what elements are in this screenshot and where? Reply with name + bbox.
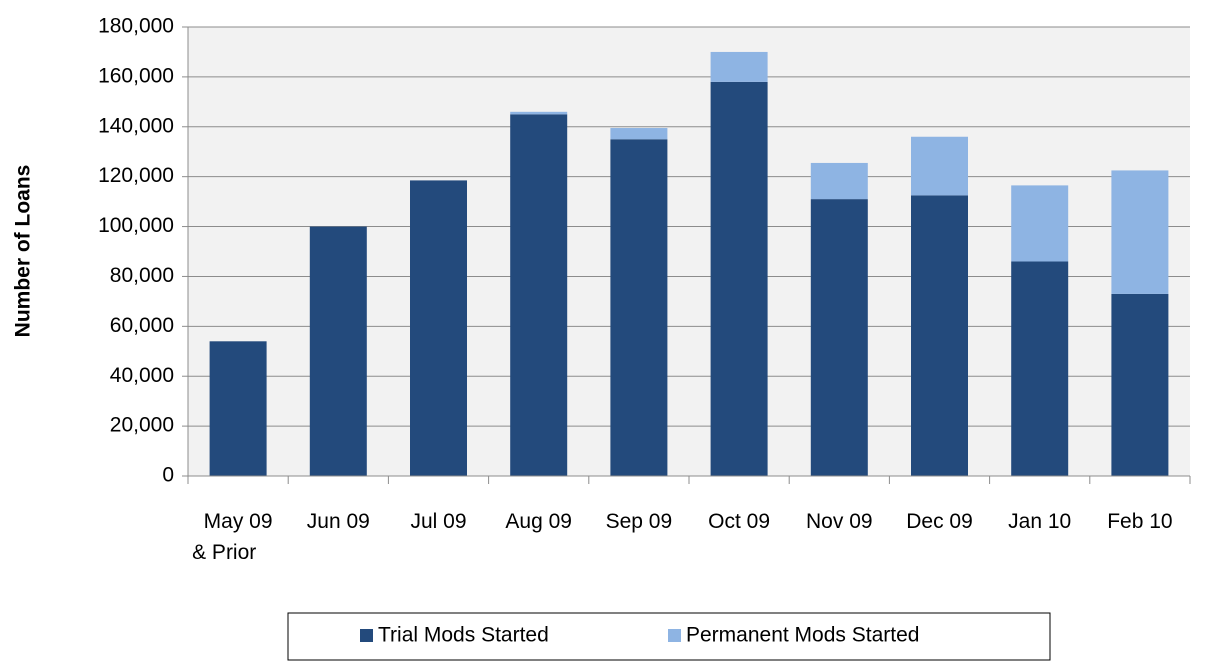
y-tick-label: 20,000 bbox=[110, 414, 174, 437]
y-tick-label: 100,000 bbox=[98, 214, 174, 237]
bar-segment bbox=[209, 341, 267, 476]
x-tick-label: Jul 09 bbox=[410, 510, 466, 533]
bar-segment bbox=[911, 136, 968, 196]
y-tick-label: 120,000 bbox=[98, 164, 174, 187]
x-tick-label: Jan 10 bbox=[1008, 510, 1071, 533]
bar-segment bbox=[1011, 185, 1069, 262]
legend-label: Trial Mods Started bbox=[378, 624, 549, 647]
bar-segment bbox=[710, 81, 768, 476]
bar-segment bbox=[911, 195, 968, 476]
x-tick-label: Feb 10 bbox=[1107, 510, 1172, 533]
bar-segment bbox=[510, 114, 568, 477]
bar-segment bbox=[710, 51, 768, 82]
y-tick-label: 40,000 bbox=[110, 364, 174, 387]
x-tick-label: Nov 09 bbox=[806, 510, 873, 533]
bar-segment bbox=[510, 111, 568, 115]
legend-label: Permanent Mods Started bbox=[686, 624, 919, 647]
bar-segment bbox=[410, 180, 467, 477]
x-tick-label: Jun 09 bbox=[307, 510, 370, 533]
y-tick-label: 0 bbox=[162, 464, 174, 487]
x-tick-label: Sep 09 bbox=[606, 510, 673, 533]
y-tick-label: 160,000 bbox=[98, 64, 174, 87]
x-tick-label: Aug 09 bbox=[505, 510, 572, 533]
y-axis-label: Number of Loans bbox=[12, 165, 35, 338]
bar-segment bbox=[1111, 170, 1169, 294]
bar-segment bbox=[610, 128, 668, 140]
legend-swatch bbox=[360, 629, 373, 642]
legend-swatch bbox=[668, 629, 681, 642]
bar-segment bbox=[810, 199, 868, 476]
y-tick-label: 60,000 bbox=[110, 314, 174, 337]
bar-segment bbox=[610, 139, 668, 476]
bar-segment bbox=[309, 226, 367, 476]
bar-segment bbox=[1111, 293, 1169, 476]
bar-segment bbox=[810, 162, 868, 200]
y-tick-label: 180,000 bbox=[98, 15, 174, 38]
bar-segment bbox=[1011, 261, 1069, 476]
x-tick-label: May 09 & Prior bbox=[192, 510, 272, 564]
x-tick-label: Oct 09 bbox=[708, 510, 770, 533]
y-tick-label: 140,000 bbox=[98, 114, 174, 137]
y-tick-label: 80,000 bbox=[110, 264, 174, 287]
x-tick-label: Dec 09 bbox=[906, 510, 973, 533]
